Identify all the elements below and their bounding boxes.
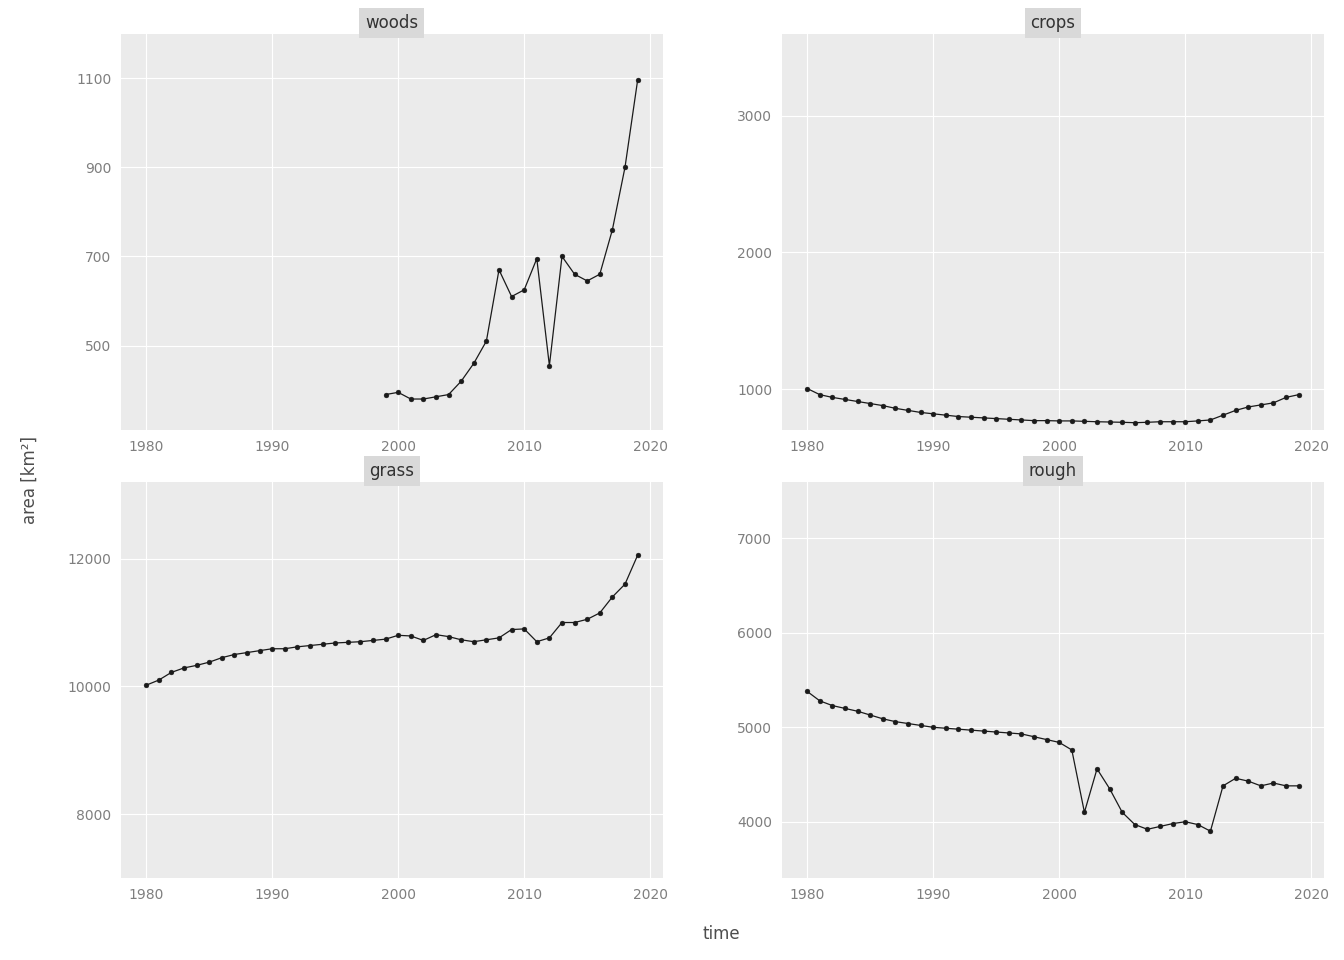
Text: area [km²]: area [km²] (20, 436, 39, 524)
Title: woods: woods (366, 14, 418, 32)
Text: time: time (703, 924, 741, 943)
Title: rough: rough (1030, 462, 1077, 480)
Title: grass: grass (370, 462, 414, 480)
Title: crops: crops (1031, 14, 1075, 32)
